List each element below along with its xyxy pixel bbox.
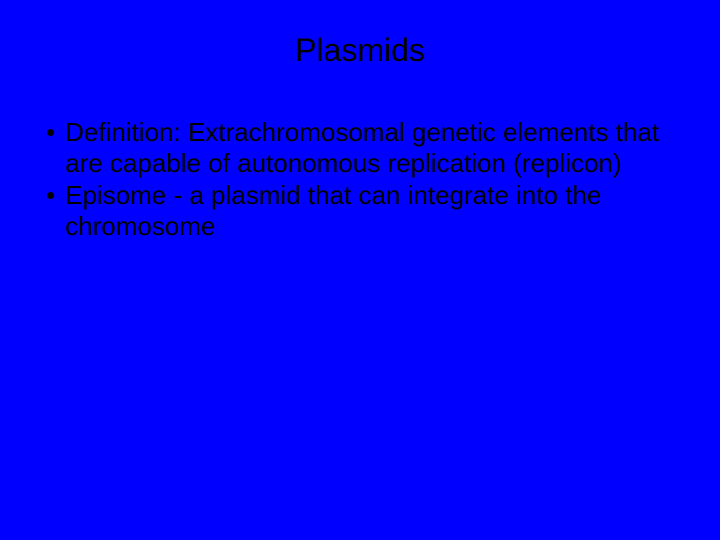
bullet-text: Episome - a plasmid that can integrate i… xyxy=(65,180,682,241)
list-item: • Definition: Extrachromosomal genetic e… xyxy=(46,117,682,178)
bullet-marker: • xyxy=(46,117,55,178)
bullet-text: Definition: Extrachromosomal genetic ele… xyxy=(65,117,682,178)
slide-title: Plasmids xyxy=(38,32,682,69)
slide-content: • Definition: Extrachromosomal genetic e… xyxy=(38,117,682,242)
slide: Plasmids • Definition: Extrachromosomal … xyxy=(0,0,720,540)
list-item: • Episome - a plasmid that can integrate… xyxy=(46,180,682,241)
bullet-marker: • xyxy=(46,180,55,241)
bullet-list: • Definition: Extrachromosomal genetic e… xyxy=(46,117,682,242)
